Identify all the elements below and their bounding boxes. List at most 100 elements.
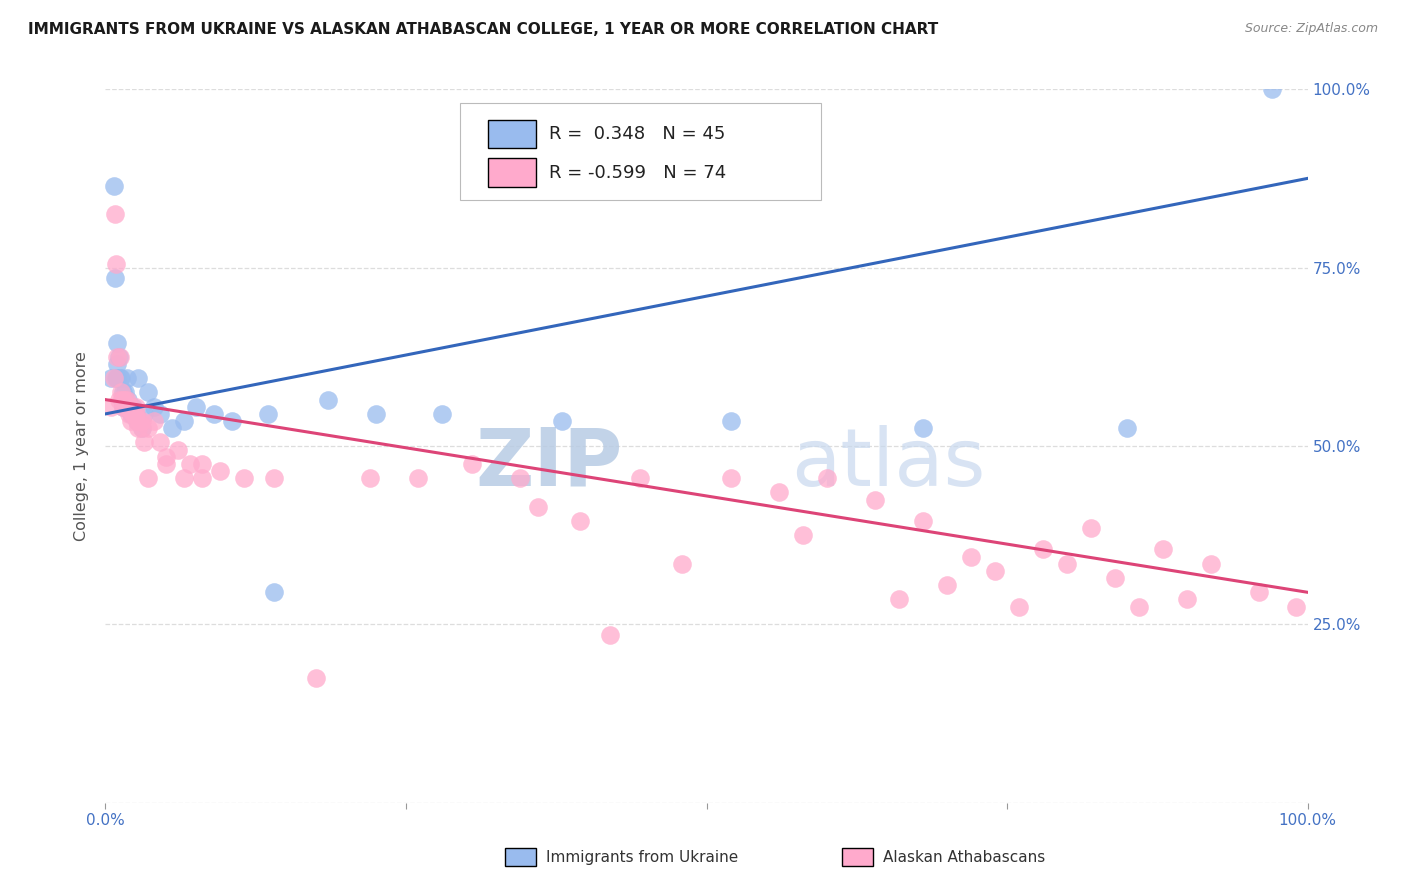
Point bbox=[124, 407, 146, 421]
Point bbox=[202, 407, 225, 421]
Point bbox=[112, 400, 135, 414]
Point bbox=[107, 335, 129, 350]
Point bbox=[1201, 557, 1223, 571]
Point bbox=[122, 400, 145, 414]
Point bbox=[148, 435, 170, 450]
Point bbox=[127, 371, 149, 385]
Point bbox=[108, 350, 131, 364]
Point bbox=[768, 485, 790, 500]
Point bbox=[114, 385, 136, 400]
Point bbox=[179, 457, 201, 471]
Point bbox=[569, 514, 592, 528]
Point bbox=[117, 400, 139, 414]
Point bbox=[359, 471, 381, 485]
Point bbox=[887, 592, 910, 607]
Point bbox=[406, 471, 429, 485]
Point bbox=[461, 457, 484, 471]
Point bbox=[110, 371, 132, 385]
Point bbox=[863, 492, 886, 507]
Point bbox=[100, 371, 122, 385]
Text: R = -0.599   N = 74: R = -0.599 N = 74 bbox=[548, 163, 727, 182]
FancyBboxPatch shape bbox=[488, 158, 536, 186]
Point bbox=[115, 400, 138, 414]
Point bbox=[127, 421, 149, 435]
Point bbox=[107, 357, 129, 371]
Point bbox=[105, 371, 128, 385]
Point bbox=[527, 500, 550, 514]
Point bbox=[131, 414, 153, 428]
Point bbox=[110, 385, 132, 400]
Point bbox=[1008, 599, 1031, 614]
Point bbox=[111, 392, 134, 407]
Point bbox=[509, 471, 531, 485]
Point bbox=[132, 435, 155, 450]
Point bbox=[107, 350, 129, 364]
Point bbox=[1152, 542, 1174, 557]
Point bbox=[136, 385, 159, 400]
Text: Source: ZipAtlas.com: Source: ZipAtlas.com bbox=[1244, 22, 1378, 36]
Point bbox=[124, 407, 146, 421]
Point bbox=[173, 414, 195, 428]
Point bbox=[936, 578, 959, 592]
Point bbox=[107, 371, 129, 385]
Point bbox=[1032, 542, 1054, 557]
Point bbox=[316, 392, 339, 407]
Point bbox=[103, 371, 125, 385]
Point bbox=[173, 471, 195, 485]
Point bbox=[120, 407, 142, 421]
Point bbox=[131, 421, 153, 435]
Point bbox=[118, 407, 141, 421]
Text: Alaskan Athabascans: Alaskan Athabascans bbox=[883, 850, 1045, 864]
Point bbox=[984, 564, 1007, 578]
Point bbox=[115, 392, 138, 407]
Point bbox=[911, 421, 934, 435]
Point bbox=[263, 471, 285, 485]
Point bbox=[125, 414, 148, 428]
Point bbox=[1175, 592, 1198, 607]
Point bbox=[131, 421, 153, 435]
Point bbox=[104, 271, 127, 285]
Text: Immigrants from Ukraine: Immigrants from Ukraine bbox=[546, 850, 738, 864]
Point bbox=[121, 407, 143, 421]
Point bbox=[136, 421, 159, 435]
Text: ZIP: ZIP bbox=[475, 425, 623, 503]
Point bbox=[115, 371, 138, 385]
Point bbox=[132, 407, 155, 421]
Point bbox=[128, 414, 150, 428]
Point bbox=[142, 414, 165, 428]
Point bbox=[148, 407, 170, 421]
Point bbox=[1284, 599, 1306, 614]
Point bbox=[105, 257, 128, 271]
Point bbox=[1104, 571, 1126, 585]
Point bbox=[125, 414, 148, 428]
Point bbox=[100, 400, 122, 414]
Text: atlas: atlas bbox=[790, 425, 986, 503]
Point bbox=[104, 207, 127, 221]
Point bbox=[124, 407, 146, 421]
Point bbox=[124, 407, 146, 421]
Point bbox=[136, 471, 159, 485]
Point bbox=[1116, 421, 1139, 435]
Point bbox=[1249, 585, 1271, 599]
Point bbox=[815, 471, 838, 485]
Point bbox=[124, 400, 146, 414]
Point bbox=[114, 392, 136, 407]
FancyBboxPatch shape bbox=[460, 103, 821, 200]
Point bbox=[551, 414, 574, 428]
Point bbox=[208, 464, 231, 478]
Point bbox=[120, 414, 142, 428]
Point bbox=[720, 414, 742, 428]
Point bbox=[628, 471, 651, 485]
Point bbox=[108, 371, 131, 385]
Point bbox=[221, 414, 243, 428]
Point bbox=[430, 407, 453, 421]
Point bbox=[256, 407, 278, 421]
Text: IMMIGRANTS FROM UKRAINE VS ALASKAN ATHABASCAN COLLEGE, 1 YEAR OR MORE CORRELATIO: IMMIGRANTS FROM UKRAINE VS ALASKAN ATHAB… bbox=[28, 22, 938, 37]
Point bbox=[155, 457, 177, 471]
Point bbox=[232, 471, 254, 485]
Point bbox=[720, 471, 742, 485]
Point bbox=[190, 471, 212, 485]
Point bbox=[122, 407, 145, 421]
Point bbox=[112, 385, 135, 400]
Point bbox=[911, 514, 934, 528]
